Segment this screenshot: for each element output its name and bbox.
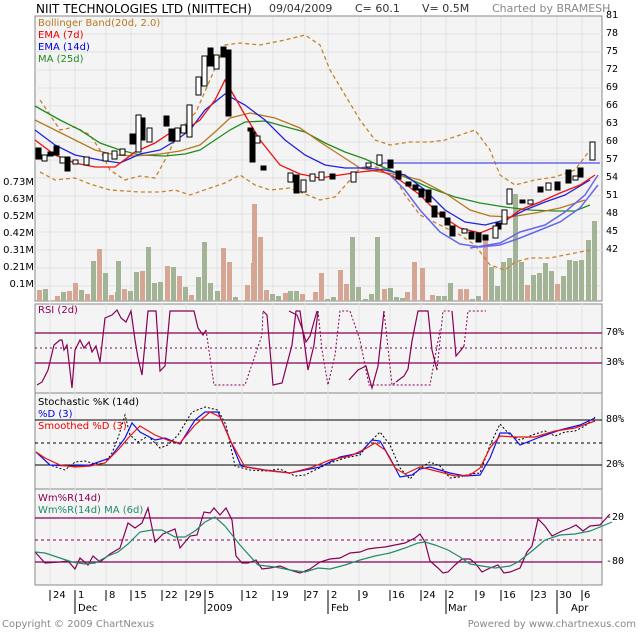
x-tick: 19: [276, 590, 289, 601]
rsi-tick-30: 30%: [606, 357, 625, 368]
stoch-tick-80: 80%: [606, 414, 625, 425]
x-tick: 9: [362, 590, 369, 601]
x-tick: 8: [109, 590, 116, 601]
price-tick: 42: [606, 244, 619, 255]
chart-date: 09/04/2009: [269, 2, 333, 15]
chart-header: NIIT TECHNOLOGIES LTD (NIITTECH) 09/04/2…: [0, 0, 640, 16]
williams-chart: [34, 505, 613, 574]
price-tick: 66: [606, 100, 619, 111]
price-tick: 69: [606, 82, 619, 93]
legend-ema7: EMA (7d): [38, 30, 84, 41]
x-tick: 22: [165, 590, 178, 601]
x-tick: 5: [208, 590, 215, 601]
legend-stoch-d: %D (3): [38, 409, 73, 420]
x-tick: 9: [479, 590, 486, 601]
ema14-line: [34, 93, 591, 226]
price-tick: 57: [606, 154, 619, 165]
volume-value: V= 0.5M: [422, 2, 470, 15]
month-label: Feb: [331, 603, 349, 614]
volume-tick: 0.31M: [3, 245, 34, 256]
rsi-panel: [34, 303, 603, 394]
price-tick: 45: [606, 226, 619, 237]
x-tick: 29: [189, 590, 202, 601]
x-tick: 24: [53, 590, 66, 601]
stochastic-chart: [35, 406, 602, 480]
rsi-tick-70: 70%: [606, 327, 625, 338]
trend-lines: [380, 162, 600, 249]
legend-stoch-k: Stochastic %K (14d): [38, 397, 140, 408]
bollinger-bands: [39, 34, 591, 271]
volume-tick: 0.73M: [3, 177, 34, 188]
x-tick: 1: [78, 590, 85, 601]
x-tick: 23: [534, 590, 547, 601]
volume-bars: [37, 194, 597, 301]
price-tick: 48: [606, 208, 619, 219]
wmr-tick-20: -20: [606, 512, 625, 523]
legend-wmr-ma: Wm%R(14d) MA (6d): [38, 505, 144, 516]
x-tick: 2: [448, 590, 455, 601]
volume-tick: 0.42M: [3, 228, 34, 239]
ma25-line: [34, 105, 591, 212]
x-tick: 15: [134, 590, 147, 601]
month-label: Dec: [78, 603, 98, 614]
volume-tick: 0.63M: [3, 194, 34, 205]
x-tick: 30: [559, 590, 572, 601]
legend-bollinger: Bollinger Band(20d, 2.0): [38, 18, 161, 29]
price-tick: 51: [606, 190, 619, 201]
price-tick: 60: [606, 136, 619, 147]
x-tick: 24: [423, 590, 436, 601]
stochastic-panel: [34, 392, 603, 490]
x-axis-ticks: [49, 590, 583, 614]
rsi-chart: [35, 308, 602, 391]
month-label: 2009: [207, 603, 233, 614]
volume-tick: 0.21M: [3, 262, 34, 273]
volume-tick: 0.52M: [3, 211, 34, 222]
price-tick: 75: [606, 46, 619, 57]
x-tick: 16: [503, 590, 516, 601]
x-tick: 27: [306, 590, 319, 601]
wmr-tick-80: -80: [606, 556, 625, 567]
close-value: C= 60.1: [355, 2, 400, 15]
price-tick: 81: [606, 10, 619, 21]
volume-tick: 0.1M: [9, 279, 34, 290]
legend-ma25: MA (25d): [38, 54, 84, 65]
x-tick: 12: [245, 590, 258, 601]
x-tick: 6: [584, 590, 591, 601]
legend-ema14: EMA (14d): [38, 42, 90, 53]
price-tick: 72: [606, 64, 619, 75]
candlesticks: [35, 46, 596, 243]
price-tick: 54: [606, 172, 619, 183]
charted-by: Charted by BRAMESH: [492, 2, 611, 15]
stoch-tick-20: 20%: [606, 459, 625, 470]
legend-stoch-smoothed: Smoothed %D (3): [38, 421, 127, 432]
x-tick: 2: [331, 590, 338, 601]
williams-panel: [34, 488, 603, 586]
month-label: Mar: [448, 603, 467, 614]
powered-by-link[interactable]: Powered by www.chartnexus.com: [467, 619, 636, 630]
price-tick: 63: [606, 118, 619, 129]
copyright: Copyright © 2009 ChartNexus: [2, 619, 155, 630]
price-tick: 78: [606, 28, 619, 39]
legend-rsi: RSI (2d): [38, 305, 78, 316]
x-tick: 16: [392, 590, 405, 601]
legend-wmr: Wm%R(14d): [38, 493, 101, 504]
chart-title: NIIT TECHNOLOGIES LTD (NIITTECH): [36, 2, 252, 16]
month-label: Apr: [571, 603, 589, 614]
